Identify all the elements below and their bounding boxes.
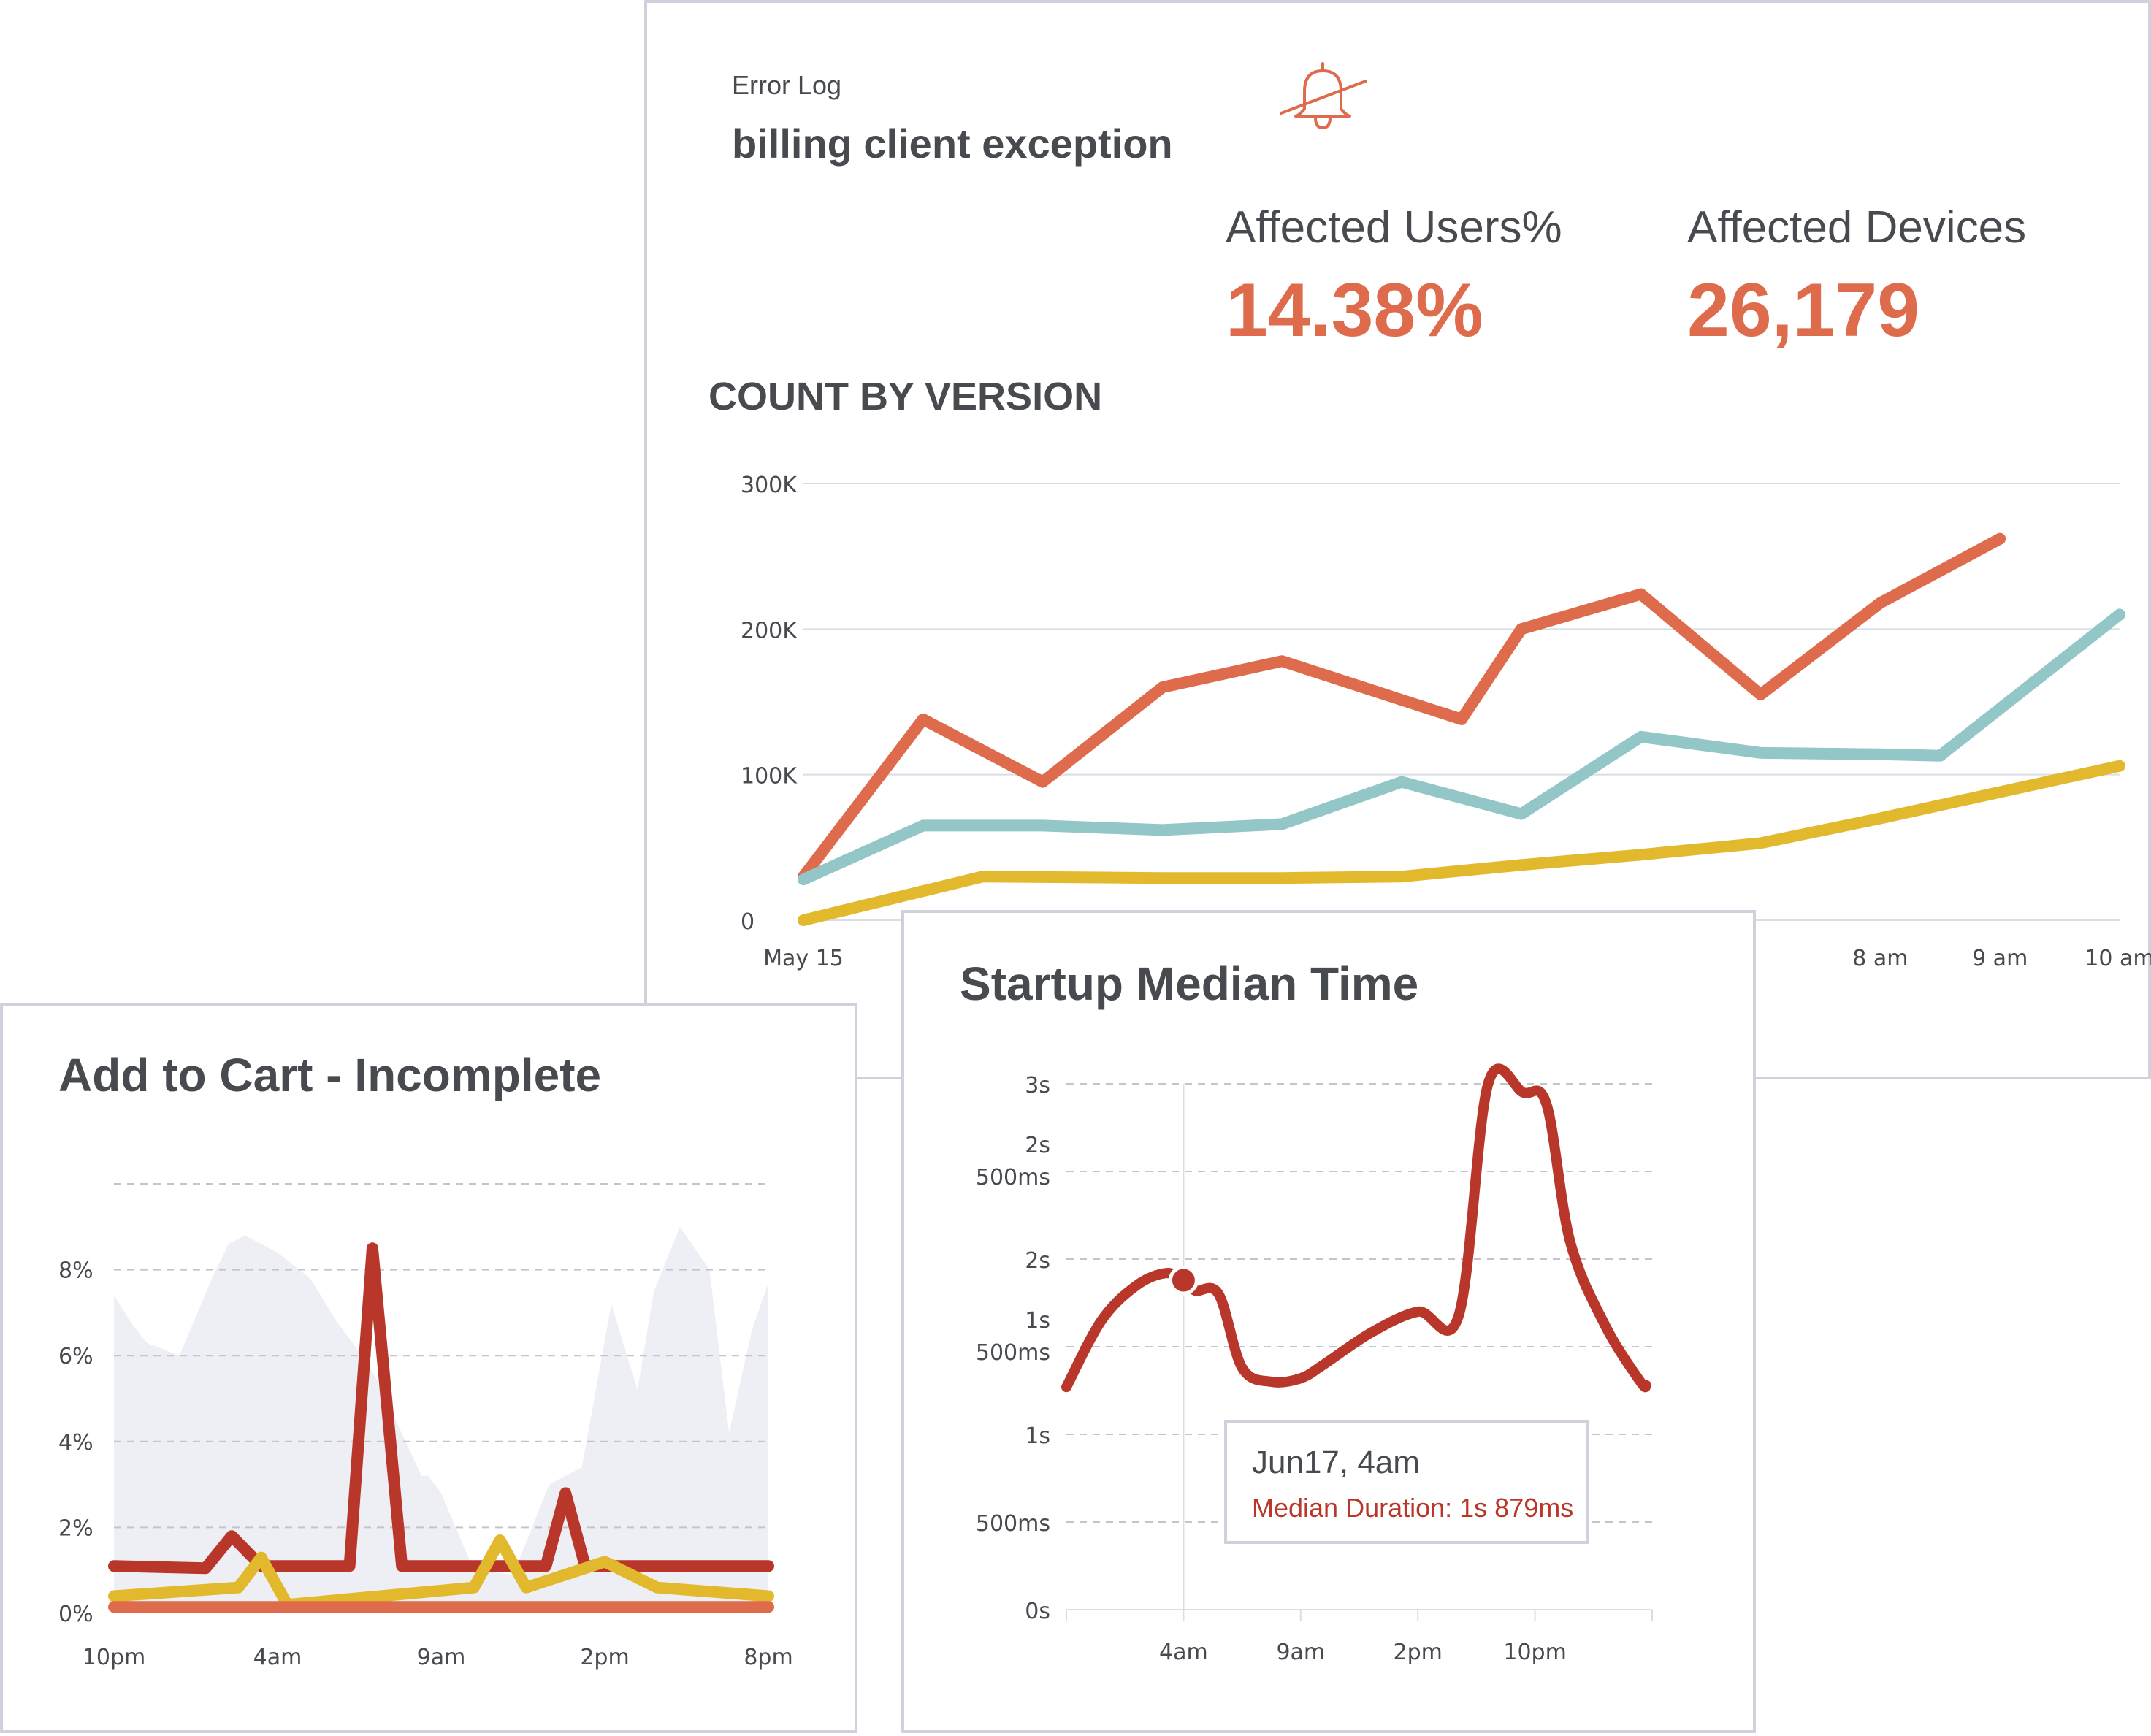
x-tick-label: 8 am (1852, 946, 1908, 971)
series-line-2 (798, 760, 2125, 926)
x-tick-label: 4am (253, 1645, 302, 1670)
y-tick-label: 8% (58, 1258, 93, 1284)
metric-affected-users-value: 14.38% (1226, 268, 1483, 353)
x-tick-label: 9am (1276, 1640, 1325, 1665)
x-tick-label: 4am (1159, 1640, 1208, 1665)
y-tick-label: 500ms (976, 1340, 1050, 1366)
y-tick-label: 500ms (976, 1165, 1050, 1190)
y-tick-label: 500ms (976, 1511, 1050, 1537)
series-line-1 (108, 1534, 774, 1611)
y-tick-label: 200K (741, 618, 798, 643)
y-tick-label: 300K (741, 473, 798, 498)
count-by-version-chart: 0 100K 200K 300K May 15 8 am 9 am 10 am (741, 473, 2151, 971)
startup-median-card: Startup Median Time 0s 500ms 1s 1s 500ms 2s 2s… (901, 910, 1756, 1733)
x-tick-label: 10pm (83, 1645, 145, 1670)
y-tick-label: 0 (741, 909, 754, 935)
x-tick-label: 2pm (580, 1645, 629, 1670)
y-tick-label: 1s (1025, 1423, 1050, 1449)
x-tick-label: 9am (417, 1645, 466, 1670)
y-tick-label: 0s (1025, 1599, 1050, 1624)
series-line-0 (798, 532, 2006, 883)
y-tick-label: 0% (58, 1602, 93, 1627)
x-tick-label: 10 am (2085, 946, 2151, 971)
add-to-cart-chart: 0% 2% 4% 6% 8% 10pm 4am 9am 2pm 8pm (58, 1183, 793, 1670)
y-tick-label: 100K (741, 764, 798, 789)
y-tick-label: 1s (1025, 1308, 1050, 1334)
y-tick-label: 3s (1025, 1073, 1050, 1098)
y-tick-label: 2s (1025, 1133, 1050, 1158)
startup-median-chart: 0s 500ms 1s 1s 500ms 2s 2s 500ms 3s 4am 9am 2pm 10pm (976, 1063, 1653, 1665)
add-to-cart-card: Add to Cart - Incomplete 0% 2% 4% 6% 8% 10pm 4… (0, 1003, 857, 1733)
x-tick-label: 2pm (1394, 1640, 1443, 1665)
tooltip-detail: Median Duration: 1s 879ms (1252, 1493, 1574, 1523)
x-tick-label: 10pm (1503, 1640, 1566, 1665)
x-tick-label: May 15 (763, 946, 844, 971)
tooltip-title: Jun17, 4am (1252, 1445, 1420, 1480)
y-tick-label: 4% (58, 1430, 93, 1456)
series-line-1 (798, 608, 2125, 886)
highlight-point (1168, 1265, 1199, 1296)
y-tick-label: 2s (1025, 1248, 1050, 1274)
metric-affected-users-label: Affected Users% (1226, 202, 1562, 253)
count-by-version-title: COUNT BY VERSION (708, 375, 1103, 418)
y-tick-label: 2% (58, 1515, 93, 1541)
x-tick-label: 9 am (1972, 946, 2028, 971)
startup-median-title: Startup Median Time (960, 957, 1419, 1010)
chart-tooltip: Jun17, 4am Median Duration: 1s 879ms (1224, 1420, 1589, 1544)
error-log-title: billing client exception (732, 121, 1173, 167)
error-log-eyebrow: Error Log (732, 70, 842, 100)
y-tick-label: 6% (58, 1344, 93, 1369)
error-log-card: Error Log billing client exception Affec… (644, 0, 2151, 1079)
metric-affected-devices-label: Affected Devices (1687, 202, 2027, 253)
add-to-cart-title: Add to Cart - Incomplete (58, 1049, 602, 1101)
x-tick-label: 8pm (744, 1645, 792, 1670)
series-line-0 (1061, 1063, 1651, 1393)
metric-affected-devices-value: 26,179 (1687, 268, 1920, 353)
background-area (114, 1226, 768, 1613)
bell-muted-icon[interactable] (1275, 58, 1370, 138)
